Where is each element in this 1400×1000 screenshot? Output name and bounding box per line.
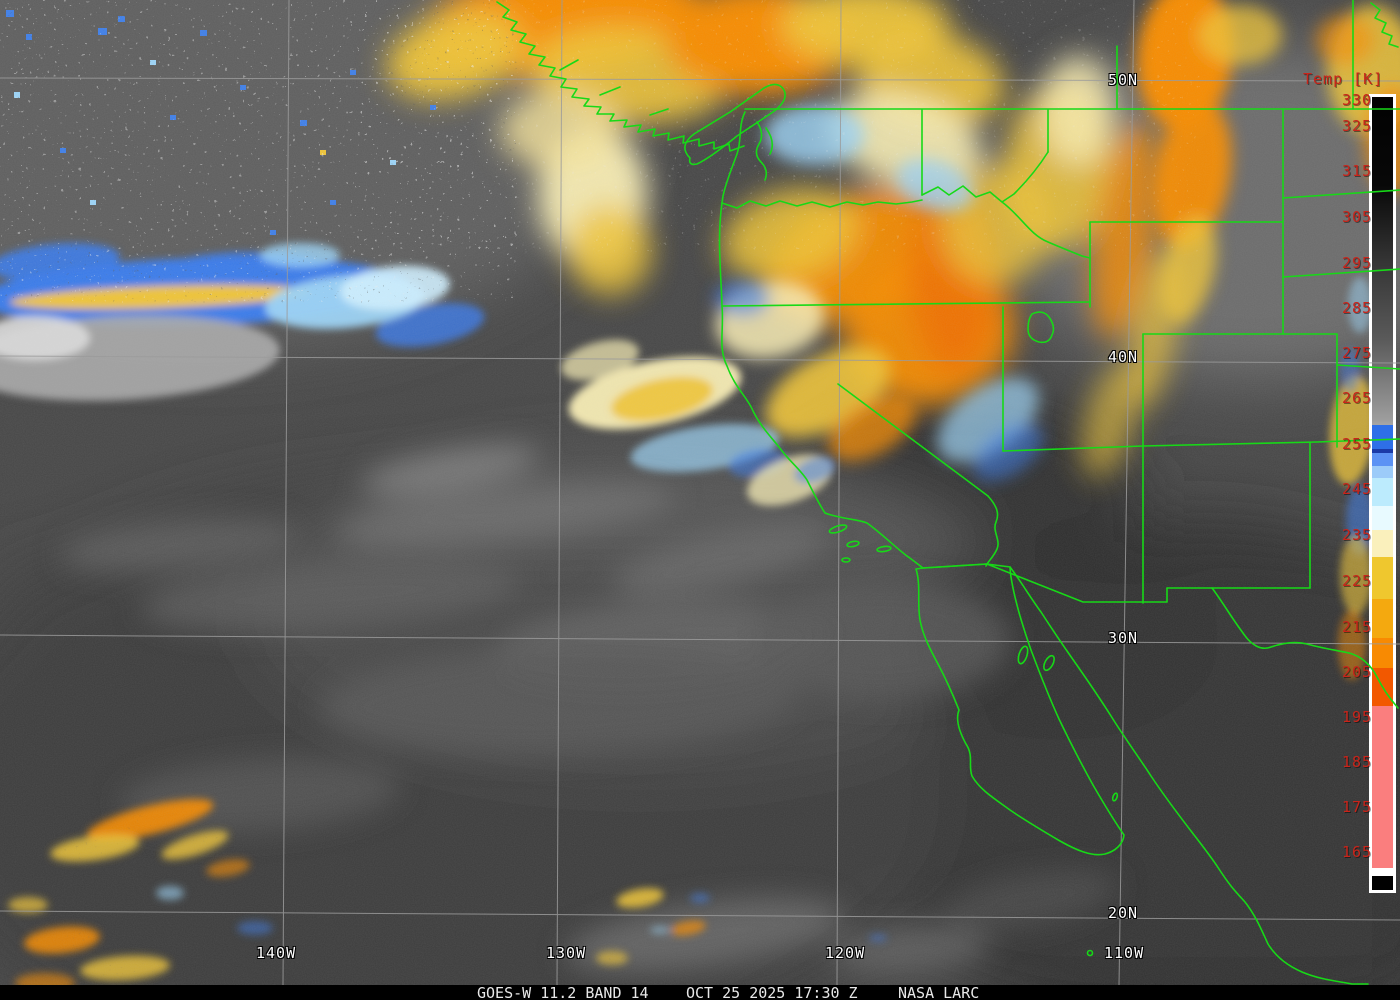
gridline-20n <box>0 910 1400 921</box>
colorbar-tick-label: 330 <box>1342 91 1373 109</box>
colorbar-tick-label: 195 <box>1342 708 1373 726</box>
colorbar-tick-label: 285 <box>1342 299 1373 317</box>
colorbar-tick-label: 235 <box>1342 526 1373 544</box>
channel-island <box>828 524 848 534</box>
columbia-river-border <box>721 199 923 209</box>
longitude-label: 130W <box>546 944 587 962</box>
longitude-label: 140W <box>256 944 297 962</box>
footer-credit-label: NASA LARC <box>898 984 980 1000</box>
42n-state-border <box>721 301 1091 307</box>
washington-coast <box>721 111 746 204</box>
map-boundaries <box>496 0 1400 985</box>
37n-border <box>1002 438 1400 452</box>
gridline-40n <box>0 355 1400 364</box>
boundary-squiggle-ne <box>1370 2 1399 48</box>
bc-inlets <box>559 59 669 116</box>
ks-north-border <box>1336 364 1400 370</box>
nd-sd-border <box>1282 189 1400 199</box>
gulf-island <box>1017 645 1029 665</box>
colorbar-tick-label: 325 <box>1342 117 1373 135</box>
latitude-label: 30N <box>1108 629 1139 647</box>
channel-island <box>846 540 860 548</box>
latitude-label: 40N <box>1108 348 1139 366</box>
colorbar-tick-label: 295 <box>1342 254 1373 272</box>
baja-california-peninsula <box>915 563 1125 856</box>
channel-island <box>841 557 851 563</box>
colorbar-gradient <box>1372 97 1393 890</box>
temperature-colorbar <box>1369 94 1396 893</box>
gridline-120w <box>836 0 842 986</box>
colorbar-tick-label: 245 <box>1342 480 1373 498</box>
sd-ne-border <box>1282 268 1400 278</box>
mexico-gulf-coastline <box>1009 566 1369 985</box>
latitude-label: 50N <box>1108 71 1139 89</box>
colorbar-tick-label: 205 <box>1342 663 1373 681</box>
colorado-river-border <box>985 495 999 567</box>
colorbar-tick-label: 225 <box>1342 572 1373 590</box>
colorbar-tick-label: 165 <box>1342 843 1373 861</box>
footer-bar <box>0 985 1400 1000</box>
id-mt-border <box>921 151 1091 259</box>
channel-island <box>876 545 892 553</box>
colorbar-tick-label: 305 <box>1342 208 1373 226</box>
footer-satellite-band-label: GOES-W 11.2 BAND 14 <box>477 984 649 1000</box>
latitude-label: 20N <box>1108 904 1139 922</box>
small-island-dot <box>1086 949 1094 957</box>
ca-nv-diagonal-border <box>837 383 989 497</box>
gulf-island <box>1043 654 1055 672</box>
gridline-140w <box>282 0 290 986</box>
bc-coastline <box>496 1 745 152</box>
colorbar-title: Temp [K] <box>1303 70 1384 88</box>
colorbar-tick-label: 255 <box>1342 435 1373 453</box>
great-salt-lake <box>1027 311 1055 344</box>
longitude-label: 110W <box>1104 944 1145 962</box>
colorbar-tick-label: 215 <box>1342 618 1373 636</box>
colorbar-tick-label: 315 <box>1342 162 1373 180</box>
colorbar-tick-label: 185 <box>1342 753 1373 771</box>
gridline-30n <box>0 634 1400 645</box>
gridline-130w <box>556 0 563 986</box>
pacific-coastline <box>718 202 924 569</box>
longitude-label: 120W <box>825 944 866 962</box>
puget-sound <box>755 121 774 181</box>
footer-datetime-label: OCT 25 2025 17:30 Z <box>686 984 858 1000</box>
gulf-island <box>1111 792 1119 802</box>
colorbar-tick-label: 175 <box>1342 798 1373 816</box>
gridline-110w <box>1118 0 1135 986</box>
colorbar-tick-label: 265 <box>1342 389 1373 407</box>
gridline-50n <box>0 77 1400 82</box>
rio-grande-border <box>1211 587 1399 709</box>
vancouver-island <box>684 83 786 166</box>
colorbar-tick-label: 275 <box>1342 344 1373 362</box>
